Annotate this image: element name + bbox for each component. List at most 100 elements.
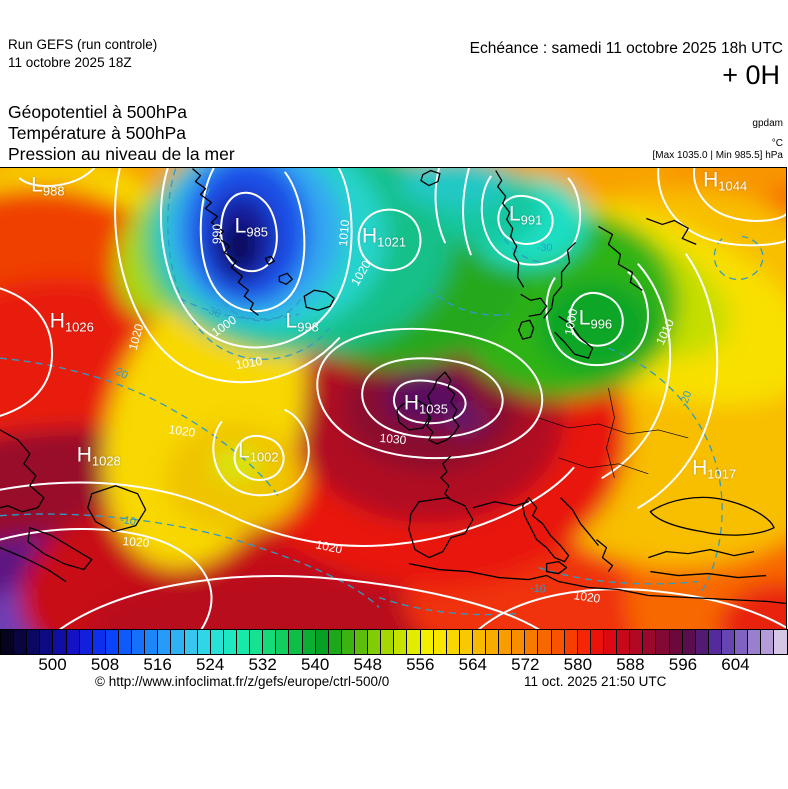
colorbar-cell (630, 630, 644, 654)
temperature-label: -20 (109, 364, 130, 382)
isobar-label: 1020 (314, 537, 344, 557)
colorbar-cell (145, 630, 159, 654)
colorbar-cell (695, 630, 709, 654)
colorbar-cell (79, 630, 93, 654)
colorbar-tick: 564 (458, 655, 487, 674)
param-geopotential: Géopotentiel à 500hPa (8, 102, 188, 122)
isobar-label: 1020 (167, 422, 196, 440)
coastlines (0, 168, 786, 605)
colorbar-cell (236, 630, 251, 654)
isobar-label: 1010 (653, 316, 678, 348)
temperature-label: -20 (677, 389, 695, 409)
param-temperature: Température à 500hPa (8, 123, 187, 143)
colorbar-cell (223, 630, 237, 654)
colorbar-ticks: 500 508 516 524 532 540 548 556 564 572 580 588 596 6… (0, 655, 788, 677)
colorbar-cell (669, 630, 683, 654)
forecast-step: + 0H (722, 60, 780, 90)
copyright-url: © http://www.infoclimat.fr/z/gefs/europe… (95, 674, 390, 689)
colorbar-tick: 604 (721, 655, 750, 674)
pressure-center-H-1017: H1017 (692, 456, 737, 482)
isobar-label: 990 (210, 223, 225, 245)
forecast-valid-time: Echéance : samedi 11 octobre 2025 18h UT… (469, 40, 783, 57)
pressure-center-H-1026: H1026 (49, 309, 94, 335)
isobar-label: 1000 (561, 307, 580, 337)
colorbar-tick: 548 (353, 655, 382, 674)
colorbar-tick: 588 (616, 655, 645, 674)
pressure-center-L-996: L996 (578, 306, 613, 332)
colorbar-tick: 508 (90, 655, 120, 674)
colorbar-tick: 540 (301, 655, 330, 674)
isobar-contours (0, 168, 786, 630)
temperature-label: -30 (203, 303, 223, 321)
unit-geopotential: gpdam (752, 118, 783, 129)
colorbar-cell (368, 630, 382, 654)
colorbar-cell (1, 630, 15, 654)
run-model: Run GEFS (run controle) (8, 37, 158, 52)
colorbar-cell (748, 630, 762, 654)
colorbar-cell (643, 630, 657, 654)
colorbar-cell (197, 630, 211, 654)
colorbar-cell (263, 630, 277, 654)
temperature-label: -10 (529, 582, 547, 596)
colorbar-cell (551, 630, 565, 654)
colorbar-cell (315, 630, 329, 654)
colorbar-cell (354, 630, 369, 654)
colorbar-tick: 596 (668, 655, 698, 674)
isobar-label: 1020 (348, 257, 374, 289)
colorbar-tick: 572 (511, 655, 540, 674)
colorbar-tick: 500 (38, 655, 67, 674)
isobar-label: 1020 (125, 322, 146, 352)
pressure-center-H-1028: H1028 (76, 443, 121, 469)
pressure-center-L-991: L991 (508, 202, 543, 228)
run-info: Run GEFS (run controle) 11 octobre 2025 … (8, 36, 157, 72)
colorbar-cell (381, 630, 395, 654)
colorbar-cell (433, 630, 447, 654)
colorbar-cell (656, 630, 670, 654)
colorbar-tick: 516 (143, 655, 172, 674)
colorbar-cell (394, 630, 408, 654)
colorbar-cell (459, 630, 473, 654)
colorbar-cell (171, 630, 185, 654)
colorbar-cell (210, 630, 224, 654)
pressure-center-H-1035: H1035 (403, 391, 448, 417)
colorbar-cell (499, 630, 513, 654)
colorbar-cell (617, 630, 631, 654)
map-label-overlay: L988 L985 H1021 L991 H1044 H1026 L998 L996 H1035… (0, 168, 786, 630)
colorbar-tick: 580 (563, 655, 593, 674)
colorbar-cell (420, 630, 434, 654)
pressure-center-H-1044: H1044 (703, 168, 748, 194)
footer: © http://www.infoclimat.fr/z/gefs/europe… (0, 674, 788, 692)
colorbar-cell (761, 630, 775, 654)
colorbar-cell (92, 630, 106, 654)
run-date: 11 octobre 2025 18Z (8, 55, 132, 70)
colorbar-cell (577, 630, 591, 654)
colorbar-cell (604, 630, 618, 654)
unit-temperature: °C (771, 138, 783, 149)
colorbar-cell (538, 630, 552, 654)
map-field-svg (0, 168, 786, 630)
colorbar-cell (14, 630, 28, 654)
colorbar-cell (158, 630, 172, 654)
colorbar-tick: 556 (406, 655, 435, 674)
weather-map: L988 L985 H1021 L991 H1044 H1026 L998 L996 H1035… (0, 167, 787, 631)
colorbar-cell (774, 630, 787, 654)
temperature-label: -30 (536, 242, 553, 254)
colorbar-cell (682, 630, 696, 654)
colorbar-cell (472, 630, 487, 654)
colorbar-cell (722, 630, 736, 654)
colorbar-cell (341, 630, 355, 654)
temperature-label: -10 (118, 513, 137, 529)
header: Run GEFS (run controle) 11 octobre 2025 … (0, 0, 788, 167)
colorbar-cell (446, 630, 460, 654)
colorbar-cell (486, 630, 500, 654)
colorbar-cell (53, 630, 67, 654)
colorbar-cell (66, 630, 80, 654)
colorbar-cell (289, 630, 303, 654)
colorbar-cell (564, 630, 578, 654)
colorbar (0, 629, 788, 655)
pressure-extremes: [Max 1035.0 | Min 985.5] hPa (652, 150, 783, 161)
pressure-center-L-998: L998 (285, 309, 319, 335)
colorbar-cell (525, 630, 539, 654)
pressure-center-L-988: L988 (31, 173, 65, 199)
isobar-label: 1010 (335, 219, 353, 247)
